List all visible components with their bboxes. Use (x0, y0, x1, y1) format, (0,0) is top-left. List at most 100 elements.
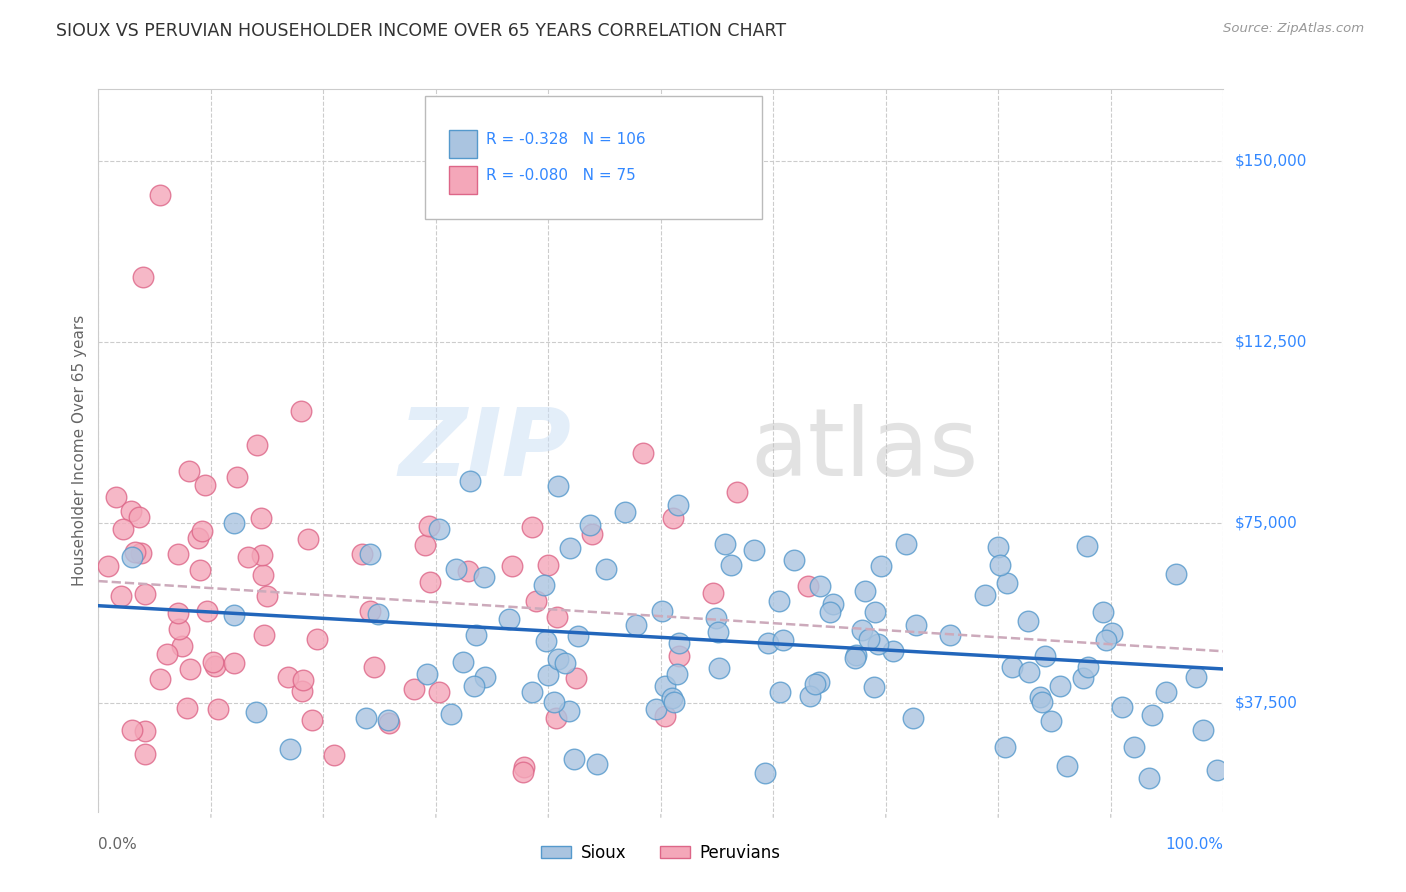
Point (512, 760, 534, 774)
Point (851, 623, 873, 637)
Point (197, 604, 219, 618)
Point (440, 707, 463, 722)
Point (187, 531, 209, 545)
Point (1076, 539, 1098, 553)
Point (614, 505, 637, 519)
Point (581, 526, 603, 541)
Point (460, 474, 482, 488)
Point (278, 742, 301, 756)
Point (191, 524, 214, 538)
Point (987, 540, 1010, 554)
Point (404, 681, 426, 696)
Point (567, 630, 589, 644)
Point (595, 562, 617, 576)
Point (546, 711, 568, 725)
Point (453, 655, 475, 669)
Point (363, 659, 385, 673)
Point (1092, 605, 1115, 619)
Point (245, 705, 267, 719)
Point (301, 713, 323, 727)
Point (863, 680, 886, 694)
Point (256, 589, 278, 603)
Point (1017, 614, 1039, 628)
Point (844, 651, 866, 665)
Point (472, 570, 495, 584)
Point (1018, 665, 1040, 679)
Point (110, 589, 132, 603)
Point (668, 648, 690, 663)
Point (631, 446, 654, 460)
Point (429, 521, 451, 535)
Point (858, 632, 880, 646)
Point (419, 575, 441, 590)
Point (845, 648, 868, 663)
Point (988, 558, 1011, 572)
Point (654, 679, 676, 693)
Point (564, 752, 586, 766)
Point (547, 479, 569, 493)
Point (167, 606, 190, 620)
Point (869, 559, 891, 574)
Point (702, 586, 724, 600)
Point (905, 618, 928, 632)
Point (939, 628, 962, 642)
Point (661, 691, 683, 706)
Point (808, 674, 831, 689)
Point (307, 632, 329, 647)
Bar (450, 166, 478, 194)
Point (418, 519, 440, 533)
Point (413, 538, 436, 552)
Point (662, 511, 685, 525)
Point (664, 695, 686, 709)
Point (252, 568, 274, 582)
Legend: Sioux, Peruvians: Sioux, Peruvians (534, 837, 787, 869)
Point (121, 723, 143, 737)
Point (1031, 695, 1053, 709)
Text: R = -0.080   N = 75: R = -0.080 N = 75 (486, 169, 637, 184)
Text: atlas: atlas (751, 404, 979, 497)
Point (246, 438, 269, 452)
Point (742, 543, 765, 558)
Point (1040, 714, 1063, 729)
Point (1111, 699, 1133, 714)
Point (645, 702, 668, 716)
Point (810, 579, 832, 593)
Point (554, 656, 576, 670)
Point (772, 633, 794, 648)
Point (1071, 671, 1094, 685)
Point (994, 739, 1017, 754)
Point (166, 547, 188, 561)
Text: Source: ZipAtlas.com: Source: ZipAtlas.com (1223, 22, 1364, 36)
Point (654, 709, 676, 723)
Text: $37,500: $37,500 (1234, 696, 1298, 711)
Point (112, 522, 135, 536)
Point (224, 657, 246, 671)
Point (446, 562, 468, 576)
Point (222, 608, 245, 623)
Point (224, 516, 246, 530)
Point (863, 605, 886, 619)
Point (204, 658, 226, 673)
Point (1164, 566, 1187, 581)
Point (666, 498, 689, 512)
Point (668, 636, 690, 650)
Point (1142, 707, 1164, 722)
Point (1206, 763, 1229, 777)
Point (1137, 771, 1160, 785)
Point (1077, 660, 1099, 674)
Point (585, 757, 607, 772)
Point (149, 672, 172, 686)
Point (533, 578, 555, 592)
Point (377, 714, 399, 728)
Point (704, 611, 727, 625)
Point (129, 546, 152, 560)
Point (378, 715, 401, 730)
Point (803, 677, 825, 691)
Point (190, 563, 212, 577)
Point (128, 509, 150, 524)
Point (359, 604, 381, 618)
Point (501, 558, 523, 573)
Point (176, 701, 198, 715)
Point (558, 704, 581, 718)
Point (769, 685, 792, 699)
